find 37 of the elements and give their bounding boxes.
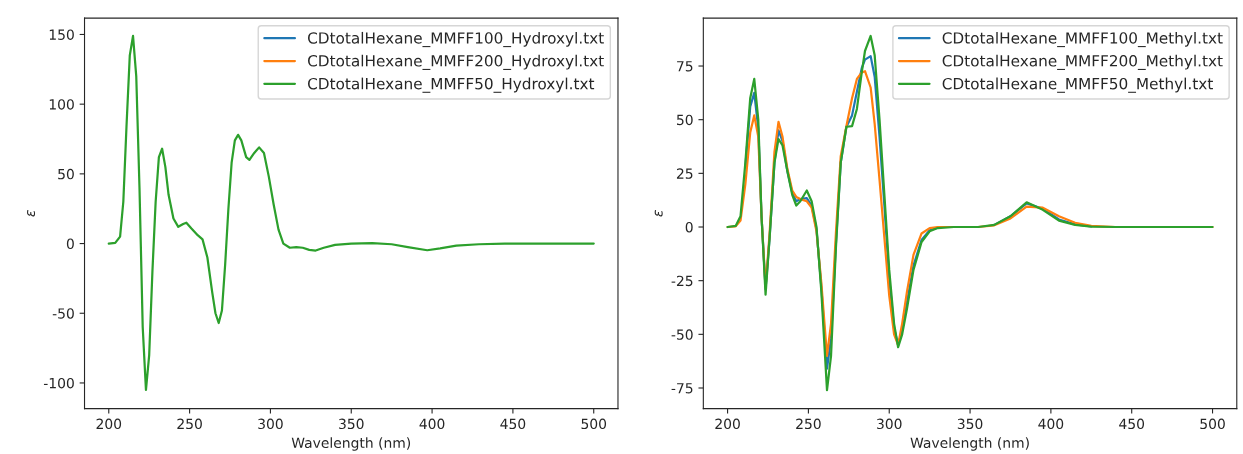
y-tick-label: 75: [677, 61, 693, 72]
x-tick-label: 300: [877, 418, 902, 430]
x-tick-label: 500: [1200, 418, 1225, 430]
y-axis-title: ε: [654, 210, 663, 217]
x-tick-label: 200: [715, 418, 740, 430]
y-tick-label: -75: [671, 383, 693, 394]
x-axis-title: Wavelength (nm): [910, 437, 1029, 451]
legend-label: CDtotalHexane_MMFF200_Methyl.txt: [942, 54, 1223, 70]
legend-label: CDtotalHexane_MMFF100_Methyl.txt: [942, 31, 1223, 48]
x-tick-label: 450: [1119, 418, 1145, 430]
legend-label: CDtotalHexane_MMFF200_Hydroxyl.txt: [307, 54, 604, 70]
x-tick-label: 250: [796, 418, 821, 430]
x-tick-label: 200: [96, 418, 122, 430]
y-tick-label: 50: [58, 168, 74, 180]
y-tick-label: -50: [671, 329, 693, 340]
y-tick-label: 100: [49, 99, 74, 110]
legend-label: CDtotalHexane_MMFF50_Methyl.txt: [942, 77, 1213, 93]
legend-label: CDtotalHexane_MMFF50_Hydroxyl.txt: [307, 77, 595, 93]
y-axis-title: ε: [27, 210, 36, 217]
y-tick-label: 0: [685, 221, 693, 233]
y-tick-label: 50: [677, 114, 693, 126]
y-tick-label: -100: [43, 377, 74, 389]
x-tick-label: 450: [500, 418, 526, 430]
y-tick-label: 25: [676, 168, 693, 179]
legend-label: CDtotalHexane_MMFF100_Hydroxyl.txt: [307, 31, 604, 48]
y-tick-label: -25: [671, 275, 693, 287]
y-tick-label: -50: [52, 308, 74, 319]
x-tick-label: 350: [339, 418, 364, 430]
x-axis-title: Wavelength (nm): [291, 437, 411, 451]
y-tick-label: 150: [49, 29, 74, 40]
x-tick-label: 250: [177, 418, 202, 430]
x-tick-label: 400: [419, 418, 445, 430]
x-tick-label: 500: [581, 418, 607, 430]
x-tick-label: 400: [1038, 418, 1064, 430]
x-tick-label: 300: [258, 418, 283, 430]
y-tick-label: 0: [66, 238, 74, 250]
x-tick-label: 350: [957, 418, 983, 430]
